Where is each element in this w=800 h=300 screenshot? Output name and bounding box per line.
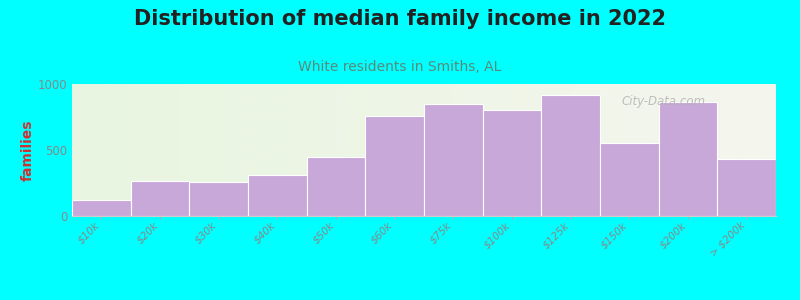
Text: White residents in Smiths, AL: White residents in Smiths, AL [298,60,502,74]
Bar [600,143,658,216]
Text: City-Data.com: City-Data.com [621,94,706,108]
Y-axis label: families: families [21,119,34,181]
Bar [482,110,542,216]
Bar [190,182,248,216]
Bar [424,104,482,216]
Bar [248,175,306,216]
Text: Distribution of median family income in 2022: Distribution of median family income in … [134,9,666,29]
Bar [72,200,130,216]
Bar [718,159,776,216]
Bar [306,157,366,216]
Bar [658,103,718,216]
Bar [130,181,190,216]
Bar [366,116,424,216]
Bar [542,94,600,216]
